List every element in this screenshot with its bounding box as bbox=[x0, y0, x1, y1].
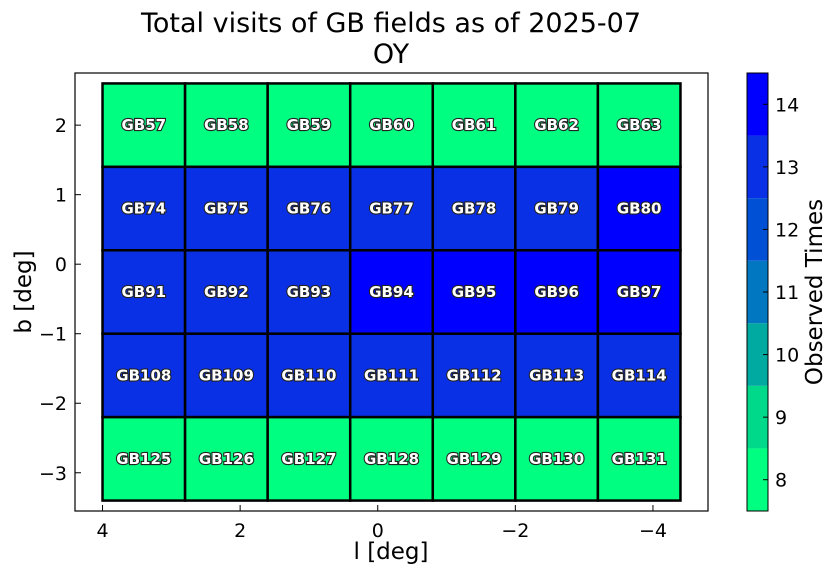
field-label-gb125: GB125 bbox=[116, 450, 171, 468]
field-label-gb126: GB126 bbox=[199, 450, 254, 468]
field-cell-gb93 bbox=[266, 249, 352, 335]
y-tick-label: −1 bbox=[39, 324, 67, 346]
field-cell-gb125 bbox=[101, 415, 187, 502]
field-cell-gb126 bbox=[183, 415, 269, 502]
field-label-gb75: GB75 bbox=[204, 200, 249, 218]
field-label-gb80: GB80 bbox=[617, 200, 662, 218]
field-label-gb59: GB59 bbox=[287, 116, 332, 134]
field-label-gb62: GB62 bbox=[534, 116, 579, 134]
y-tick-label: −2 bbox=[39, 393, 67, 415]
field-cell-gb60 bbox=[348, 82, 435, 169]
chart-subtitle: OY bbox=[373, 39, 410, 70]
colorbar: 8 9 10 11 12 13 14 bbox=[747, 73, 799, 511]
x-tick-label: −2 bbox=[501, 520, 529, 542]
x-axis-label: l [deg] bbox=[354, 539, 429, 565]
field-cell-gb113 bbox=[514, 332, 600, 419]
heatmap-cells bbox=[101, 82, 682, 502]
field-label-gb76: GB76 bbox=[287, 200, 332, 218]
colorbar-segment bbox=[747, 198, 768, 261]
field-cell-gb128 bbox=[348, 415, 435, 502]
field-label-gb109: GB109 bbox=[199, 366, 254, 384]
field-label-gb128: GB128 bbox=[364, 450, 419, 468]
y-axis-ticks: 2 1 0 −1 −2 −3 bbox=[39, 115, 81, 485]
field-label-gb61: GB61 bbox=[452, 116, 497, 134]
y-tick-label: 0 bbox=[55, 254, 67, 276]
colorbar-tick-label: 13 bbox=[775, 157, 799, 179]
field-cell-gb62 bbox=[514, 82, 600, 169]
field-label-gb92: GB92 bbox=[204, 283, 249, 301]
field-label-gb127: GB127 bbox=[281, 450, 336, 468]
field-label-gb114: GB114 bbox=[612, 366, 667, 384]
x-tick-label: 4 bbox=[96, 520, 108, 542]
colorbar-segment bbox=[747, 448, 768, 511]
colorbar-tick-label: 14 bbox=[775, 94, 799, 116]
field-label-gb112: GB112 bbox=[447, 366, 502, 384]
field-label-gb63: GB63 bbox=[617, 116, 662, 134]
y-tick-label: 1 bbox=[55, 185, 67, 207]
field-label-gb77: GB77 bbox=[369, 200, 414, 218]
field-label-gb97: GB97 bbox=[617, 283, 662, 301]
field-label-gb58: GB58 bbox=[204, 116, 249, 134]
colorbar-tick-label: 10 bbox=[775, 345, 799, 367]
field-cell-gb131 bbox=[596, 415, 682, 502]
colorbar-tick-label: 8 bbox=[775, 470, 787, 492]
colorbar-segment bbox=[747, 260, 768, 324]
field-cell-gb75 bbox=[183, 165, 269, 252]
field-labels: GB57 GB58 GB59 GB60 GB61 GB62 GB63 GB74 GB75 GB76… bbox=[115, 115, 668, 469]
colorbar-segment bbox=[747, 135, 768, 199]
y-tick-label: −3 bbox=[39, 463, 67, 485]
y-axis-label: b [deg] bbox=[11, 250, 37, 333]
field-label-gb60: GB60 bbox=[369, 116, 414, 134]
field-cell-gb96 bbox=[514, 249, 600, 335]
field-label-gb111: GB111 bbox=[364, 366, 419, 384]
field-cell-gb63 bbox=[596, 82, 682, 169]
field-label-gb108: GB108 bbox=[116, 366, 171, 384]
x-tick-label: 2 bbox=[234, 520, 246, 542]
field-label-gb78: GB78 bbox=[452, 200, 497, 218]
plot-area-frame bbox=[74, 72, 709, 512]
colorbar-segment bbox=[747, 323, 768, 386]
colorbar-frame bbox=[746, 72, 769, 512]
field-label-gb130: GB130 bbox=[529, 450, 584, 468]
field-label-gb79: GB79 bbox=[534, 200, 579, 218]
field-cell-gb108 bbox=[101, 332, 187, 419]
field-label-gb96: GB96 bbox=[534, 283, 579, 301]
x-axis-ticks: 4 2 0 −2 −4 bbox=[96, 505, 667, 542]
field-label-gb131: GB131 bbox=[612, 450, 667, 468]
field-label-gb129: GB129 bbox=[447, 450, 502, 468]
colorbar-tick-label: 9 bbox=[775, 407, 787, 429]
field-label-gb74: GB74 bbox=[121, 200, 166, 218]
x-tick-label: −4 bbox=[639, 520, 667, 542]
field-cell-gb74 bbox=[101, 165, 187, 252]
colorbar-label: Observed Times bbox=[802, 199, 828, 385]
colorbar-segment bbox=[747, 73, 768, 136]
colorbar-tick-label: 12 bbox=[775, 219, 799, 241]
field-label-gb113: GB113 bbox=[529, 366, 584, 384]
x-tick-label: 0 bbox=[372, 520, 384, 542]
field-cell-gb92 bbox=[183, 249, 269, 335]
colorbar-tick-label: 11 bbox=[775, 282, 799, 304]
field-cell-gb80 bbox=[596, 165, 682, 252]
field-label-gb93: GB93 bbox=[287, 283, 332, 301]
field-cell-gb127 bbox=[266, 415, 352, 502]
field-label-gb91: GB91 bbox=[121, 283, 166, 301]
colorbar-segment bbox=[747, 385, 768, 449]
field-label-gb110: GB110 bbox=[281, 366, 336, 384]
field-label-gb57: GB57 bbox=[121, 116, 166, 134]
field-cell-gb112 bbox=[431, 332, 517, 419]
field-cell-gb109 bbox=[183, 332, 269, 419]
field-label-gb94: GB94 bbox=[369, 283, 414, 301]
field-cell-gb77 bbox=[348, 165, 435, 252]
y-tick-label: 2 bbox=[55, 115, 67, 137]
field-cell-gb91 bbox=[101, 249, 187, 335]
field-label-gb95: GB95 bbox=[452, 283, 497, 301]
chart-title: Total visits of GB fields as of 2025-07 bbox=[140, 8, 641, 39]
field-cell-gb78 bbox=[431, 165, 517, 252]
